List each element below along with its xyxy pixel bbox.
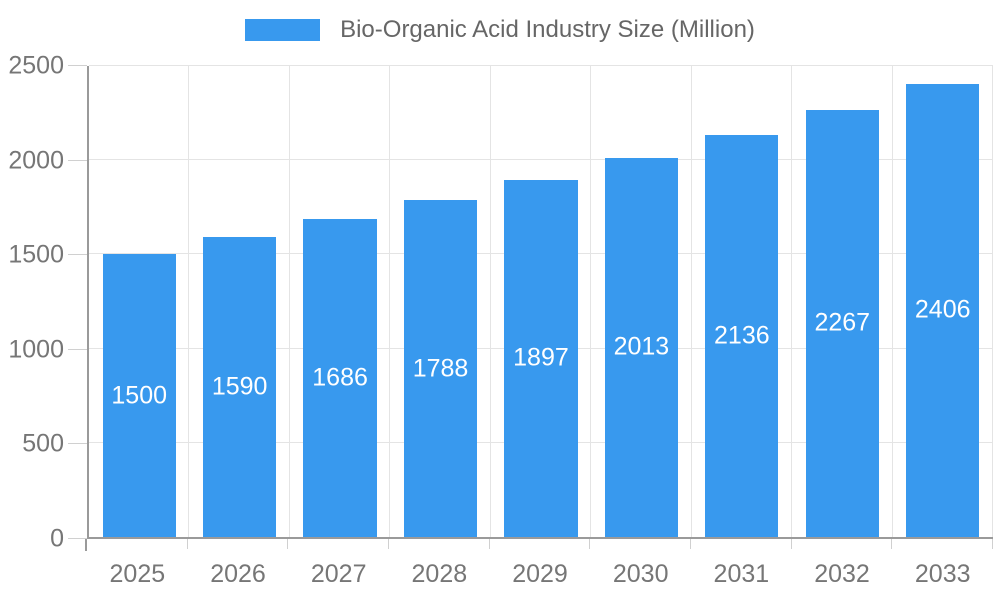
x-tick-mark: [992, 539, 993, 549]
bar-cell: 1686: [290, 66, 390, 537]
bar-value-label: 2406: [914, 295, 971, 324]
grid-line-h: [89, 65, 993, 66]
bar: 2013: [604, 157, 679, 537]
x-tick-label: 2032: [814, 560, 870, 588]
legend: Bio-Organic Acid Industry Size (Million): [0, 18, 1000, 42]
bar-cell: 2406: [893, 66, 993, 537]
y-tick-mark: [68, 65, 87, 66]
grid-line-v: [188, 66, 190, 537]
x-axis-labels: 2025 2026 2027 2028 2029 2030 2031 2032 2033: [87, 560, 993, 588]
grid-line-v: [891, 66, 893, 537]
bar: 1500: [102, 254, 176, 537]
bar: 1686: [303, 219, 377, 537]
bar: 1897: [504, 179, 578, 537]
x-tick-label: 2031: [713, 560, 770, 588]
bar-value-label: 1590: [211, 372, 268, 401]
x-tick-mark: [287, 539, 289, 549]
x-tick-mark: [186, 539, 188, 549]
bar-cell: 2013: [591, 66, 691, 537]
bar: 2406: [906, 83, 980, 537]
bar-value-label: 2013: [613, 332, 670, 361]
x-tick-label: 2027: [310, 560, 367, 588]
grid-line-v: [288, 66, 290, 537]
x-tick-mark: [790, 539, 792, 549]
y-tick-label: 500: [22, 429, 64, 458]
bar-cell: 2267: [792, 66, 892, 537]
grid-line-v: [791, 66, 793, 537]
y-tick-label: 0: [50, 524, 64, 553]
bar-cell: 1897: [491, 66, 591, 537]
legend-swatch: [245, 19, 321, 41]
y-tick-label: 1500: [8, 240, 64, 269]
y-tick-mark: [68, 443, 87, 445]
bar-cell: 1500: [89, 66, 189, 537]
bar-cell: 1590: [189, 66, 289, 537]
bar-value-label: 2267: [814, 308, 871, 337]
x-tick-label: 2025: [109, 560, 166, 588]
bar-cell: 1788: [390, 66, 490, 537]
grid-line-v: [992, 66, 993, 537]
y-axis-ticks: [68, 65, 87, 539]
chart-title: Bio-Organic Acid Industry Size (Million): [340, 16, 755, 43]
grid-line-v: [489, 66, 491, 537]
x-tick-label: 2028: [411, 560, 468, 588]
bars-container: 1500 1590 1686 1788 1897 2013 2136 2267 2406: [89, 66, 993, 537]
y-tick-label: 1000: [8, 335, 64, 364]
y-tick-label: 2500: [8, 51, 64, 80]
bar-value-label: 1500: [111, 381, 168, 410]
bar: 1590: [202, 237, 277, 537]
y-tick-mark: [68, 348, 87, 350]
x-tick-label: 2026: [210, 560, 266, 588]
y-tick-mark: [68, 159, 87, 161]
x-tick-label: 2030: [612, 560, 669, 588]
grid-line-v: [389, 66, 391, 537]
grid-line-v: [590, 66, 592, 537]
plot-area: 1500 1590 1686 1788 1897 2013 2136 2267 2406: [87, 65, 993, 539]
x-axis-ticks: [85, 539, 993, 551]
x-tick-mark: [689, 539, 691, 549]
x-tick-label: 2029: [512, 560, 568, 588]
x-tick-mark: [589, 539, 591, 549]
bar: 2267: [805, 109, 879, 537]
bar-cell: 2136: [692, 66, 792, 537]
x-tick-mark: [387, 539, 389, 549]
y-tick-label: 2000: [8, 146, 64, 175]
bar: 1788: [403, 200, 478, 537]
bar-value-label: 1788: [412, 354, 469, 383]
x-tick-mark: [85, 539, 87, 551]
x-tick-mark: [891, 539, 893, 549]
x-tick-label: 2033: [914, 560, 971, 588]
bar-value-label: 1686: [312, 363, 368, 392]
bar: 2136: [705, 134, 779, 537]
bar-value-label: 2136: [714, 321, 770, 350]
y-tick-mark: [68, 254, 87, 256]
y-tick-mark: [68, 538, 87, 539]
grid-line-v: [690, 66, 692, 537]
y-axis: 0 500 1000 1500 2000 2500: [0, 53, 64, 551]
bar-value-label: 1897: [513, 343, 569, 372]
grid-line-h: [89, 159, 993, 161]
x-tick-mark: [488, 539, 490, 549]
